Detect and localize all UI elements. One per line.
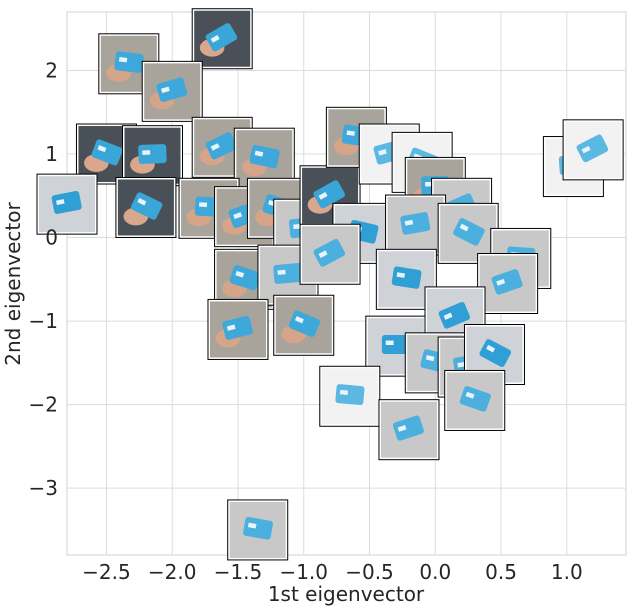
device-shape — [438, 302, 471, 329]
device-shape — [392, 415, 424, 441]
device-label — [457, 361, 466, 368]
device-label — [378, 149, 387, 156]
device-shape — [313, 238, 346, 267]
device-label — [254, 150, 264, 157]
x-tick-label: −2.5 — [82, 560, 131, 584]
thumbnail-point — [273, 294, 335, 356]
device-label — [235, 270, 245, 278]
device-label — [294, 316, 304, 324]
thumbnail-point — [444, 369, 506, 431]
device-label — [293, 223, 302, 230]
device-label — [277, 269, 286, 275]
device-label — [396, 272, 406, 278]
x-tick-label: −1.5 — [214, 560, 263, 584]
x-tick-label: −1.0 — [279, 560, 328, 584]
device-shape — [205, 23, 238, 52]
thumbnail-point — [233, 127, 295, 189]
device-shape — [205, 132, 238, 160]
thumbnail-point — [141, 60, 203, 122]
device-shape — [114, 51, 144, 73]
thumbnail-point — [378, 399, 440, 461]
device-shape — [156, 77, 188, 103]
thumbnail-point — [477, 253, 539, 314]
device-shape — [576, 134, 609, 163]
device-label — [137, 198, 147, 206]
device-label — [425, 354, 435, 362]
thumbnail-point — [115, 176, 177, 238]
thumbnail-point — [191, 8, 253, 70]
device-label — [318, 250, 328, 259]
thumbnail-point — [36, 173, 98, 235]
x-tick-label: −0.5 — [345, 560, 394, 584]
device-label — [226, 324, 236, 331]
x-axis-label: 1st eigenvector — [268, 582, 425, 606]
device-shape — [491, 269, 523, 295]
thumbnail-point — [299, 223, 361, 285]
device-shape — [335, 384, 365, 406]
device-label — [385, 340, 394, 346]
y-tick-label: −3 — [29, 476, 58, 500]
y-tick-label: −1 — [29, 309, 58, 333]
device-label — [142, 150, 151, 155]
device-label — [443, 312, 453, 320]
device-label — [425, 181, 434, 187]
device-shape — [391, 266, 422, 289]
device-label — [56, 199, 65, 205]
y-tick-label: 1 — [45, 142, 58, 166]
thumbnail-point — [319, 365, 381, 427]
thumbnail-point — [227, 499, 289, 561]
device-label — [486, 344, 496, 353]
device-shape — [313, 180, 346, 209]
device-label — [397, 425, 407, 432]
thumbnail-point — [207, 298, 269, 360]
x-tick-label: −2.0 — [148, 560, 197, 584]
device-shape — [243, 516, 273, 540]
device-label — [339, 389, 349, 395]
thumbnail-point — [562, 119, 624, 181]
device-label — [318, 191, 328, 200]
device-shape — [479, 339, 512, 367]
device-label — [496, 278, 506, 286]
x-tick-label: 0.0 — [419, 560, 451, 584]
y-axis-label: 2nd eigenvector — [1, 202, 25, 366]
y-tick-labels: 2 1 0 −1 −2 −3 — [29, 58, 58, 500]
device-shape — [273, 263, 303, 284]
device-label — [459, 223, 469, 232]
thumbnail-point — [121, 125, 183, 187]
device-label — [118, 57, 128, 63]
device-label — [346, 130, 355, 136]
device-shape — [249, 144, 280, 169]
x-tick-labels: −2.5 −2.0 −1.5 −1.0 −0.5 0.0 0.5 1.0 — [82, 560, 583, 584]
device-shape — [222, 315, 253, 340]
device-shape — [51, 190, 82, 214]
device-label — [404, 219, 414, 226]
thumbnail-point — [385, 194, 447, 256]
device-shape — [400, 212, 431, 235]
device-label — [210, 35, 220, 43]
device-shape — [453, 218, 485, 246]
device-label — [247, 522, 257, 529]
device-label — [233, 212, 243, 220]
device-shape — [381, 334, 410, 354]
device-label — [465, 391, 475, 399]
x-tick-label: 1.0 — [551, 560, 583, 584]
y-tick-label: 2 — [45, 58, 58, 82]
device-label — [210, 143, 220, 151]
y-tick-label: 0 — [45, 226, 58, 250]
device-label — [160, 86, 170, 94]
x-tick-label: 0.5 — [485, 560, 517, 584]
data-points — [36, 8, 624, 561]
device-label — [199, 202, 208, 208]
device-label — [581, 145, 591, 154]
device-shape — [138, 144, 167, 164]
y-tick-label: −2 — [29, 393, 58, 417]
device-label — [97, 145, 107, 153]
